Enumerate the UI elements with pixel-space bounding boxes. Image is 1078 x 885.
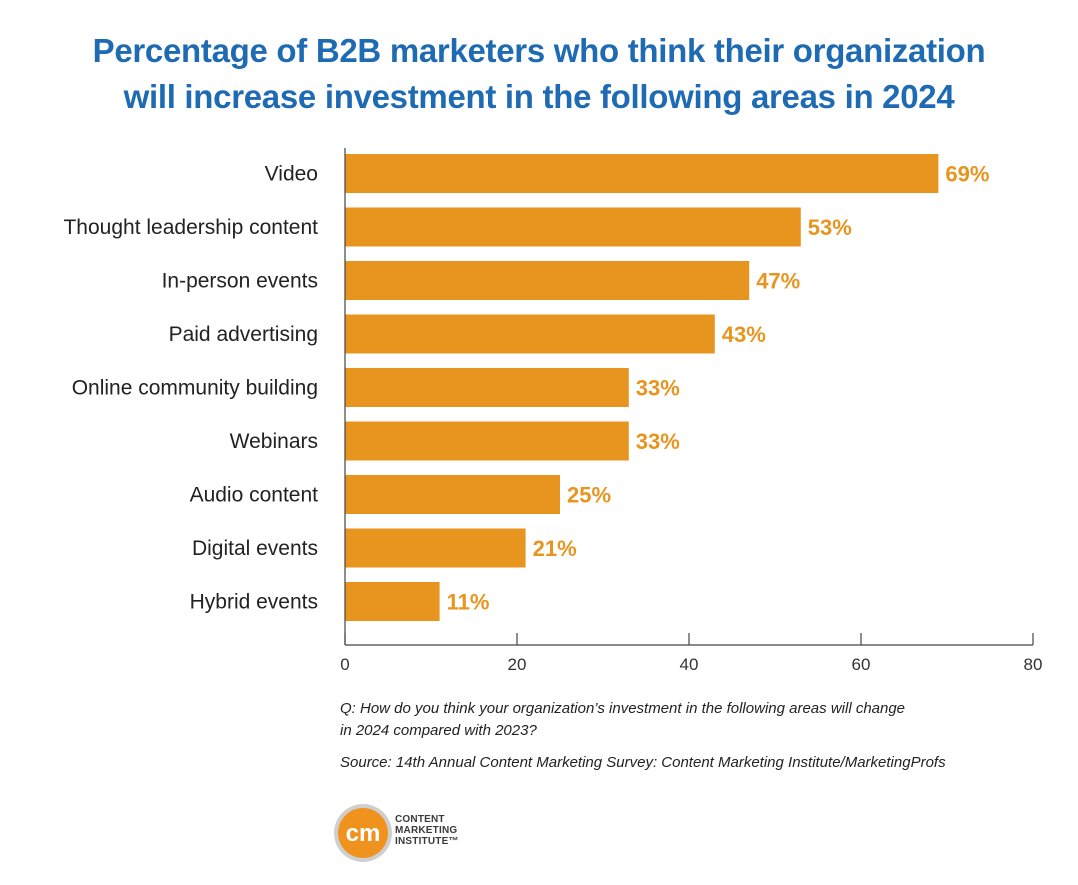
bar-6 [345, 475, 560, 514]
cmi-logo-text: CONTENT MARKETING INSTITUTE™ [395, 814, 459, 847]
cmi-logo: cm CONTENT MARKETING INSTITUTE™ [333, 803, 533, 863]
bar-1 [345, 207, 801, 247]
survey-question-line-1: Q: How do you think your organization’s … [340, 700, 906, 717]
bar-0 [345, 154, 939, 193]
source-note: Source: 14th Annual Content Marketing Su… [340, 754, 946, 771]
x-tick-label-1: 20 [508, 655, 527, 674]
category-label-5: Webinars [230, 430, 318, 453]
value-label-2: 47% [756, 269, 800, 294]
bar-3 [345, 314, 715, 354]
category-label-4: Online community building [72, 377, 318, 400]
bar-8 [345, 582, 440, 621]
cmi-logo-mark: cm [346, 820, 381, 847]
x-tick-label-2: 40 [680, 655, 699, 674]
value-label-3: 43% [722, 322, 766, 347]
category-label-3: Paid advertising [169, 323, 318, 346]
bar-4 [345, 368, 629, 407]
value-label-5: 33% [636, 429, 680, 454]
survey-question-line-2: in 2024 compared with 2023? [340, 722, 537, 739]
category-label-0: Video [265, 163, 318, 186]
chart-title: Percentage of B2B marketers who think th… [0, 28, 1078, 120]
chart-notes: Q: How do you think your organization’s … [340, 698, 1040, 774]
chart-title-line-1: Percentage of B2B marketers who think th… [92, 32, 986, 69]
x-axis: 0 20 40 60 80 [340, 148, 1042, 674]
cmi-logo-line-1: CONTENT [395, 814, 445, 825]
bar-chart: Video 69% Thought leadership content 53% In-… [63, 148, 1042, 674]
bar-7 [345, 528, 526, 568]
bar-5 [345, 421, 629, 461]
cmi-logo-icon: cm [334, 804, 392, 862]
bar-2 [345, 261, 750, 300]
x-tick-label-3: 60 [852, 655, 871, 674]
x-tick-label-0: 0 [340, 655, 349, 674]
value-label-8: 11% [447, 590, 490, 615]
cmi-logo-line-3: INSTITUTE™ [395, 836, 459, 847]
bars-layer: Video 69% Thought leadership content 53% In-… [63, 154, 989, 621]
value-label-1: 53% [808, 215, 852, 240]
cmi-logo-line-2: MARKETING [395, 825, 458, 836]
value-label-0: 69% [945, 162, 989, 187]
value-label-6: 25% [567, 483, 611, 508]
value-label-4: 33% [636, 376, 680, 401]
category-label-8: Hybrid events [190, 591, 318, 614]
category-label-6: Audio content [190, 484, 319, 507]
chart-title-line-2: will increase investment in the followin… [123, 78, 955, 115]
x-tick-label-4: 80 [1024, 655, 1043, 674]
category-label-1: Thought leadership content [63, 216, 318, 239]
category-label-7: Digital events [192, 537, 318, 560]
category-label-2: In-person events [162, 270, 318, 293]
value-label-7: 21% [533, 536, 577, 561]
